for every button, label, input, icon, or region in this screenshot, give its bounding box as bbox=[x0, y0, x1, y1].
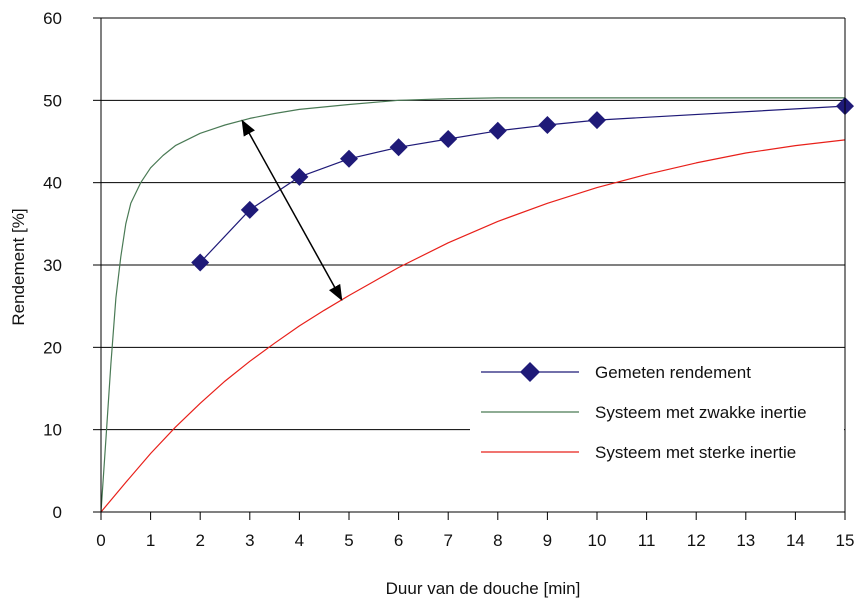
y-tick-label-40: 40 bbox=[43, 174, 62, 193]
data-point-diamond bbox=[588, 111, 606, 130]
y-tick-label-20: 20 bbox=[43, 338, 62, 357]
data-point-diamond bbox=[191, 253, 210, 272]
x-tick-label-7: 7 bbox=[443, 531, 452, 550]
data-point-diamond bbox=[240, 200, 259, 219]
data-point-diamond bbox=[389, 138, 408, 157]
legend-label-3: Systeem met sterke inertie bbox=[595, 443, 796, 462]
x-tick-label-3: 3 bbox=[245, 531, 254, 550]
data-point-diamond bbox=[439, 130, 458, 149]
annotation-arrow bbox=[241, 119, 343, 301]
data-point-diamond bbox=[538, 116, 557, 135]
legend: Gemeten rendement Systeem met zwakke iner… bbox=[470, 348, 844, 498]
data-point-diamond bbox=[290, 167, 309, 186]
x-tick-label-2: 2 bbox=[195, 531, 204, 550]
legend-label-1: Gemeten rendement bbox=[595, 363, 751, 382]
legend-label-2: Systeem met zwakke inertie bbox=[595, 403, 807, 422]
data-point-diamond bbox=[340, 149, 358, 168]
axes bbox=[93, 17, 846, 520]
x-tick-label-6: 6 bbox=[394, 531, 403, 550]
series-line-2 bbox=[100, 97, 845, 513]
y-tick-label-0: 0 bbox=[53, 503, 62, 522]
data-markers bbox=[191, 97, 854, 272]
x-axis-title: Duur van de douche [min] bbox=[386, 579, 581, 598]
x-tick-label-1: 1 bbox=[146, 531, 155, 550]
y-tick-label-10: 10 bbox=[43, 421, 62, 440]
series-line-1 bbox=[199, 105, 846, 263]
x-tick-label-15: 15 bbox=[836, 531, 855, 550]
x-tick-label-8: 8 bbox=[493, 531, 502, 550]
y-axis-title: Rendement [%] bbox=[9, 208, 28, 325]
x-tick-label-0: 0 bbox=[96, 531, 105, 550]
x-tick-label-14: 14 bbox=[786, 531, 805, 550]
x-tick-label-12: 12 bbox=[687, 531, 706, 550]
series-line-3 bbox=[100, 139, 846, 513]
x-tick-label-10: 10 bbox=[588, 531, 607, 550]
x-tick-label-5: 5 bbox=[344, 531, 353, 550]
legend-diamond-marker bbox=[520, 362, 540, 382]
x-tick-label-11: 11 bbox=[638, 531, 656, 550]
y-tick-label-60: 60 bbox=[43, 9, 62, 28]
double-arrow-1 bbox=[241, 119, 343, 301]
y-tick-label-30: 30 bbox=[43, 256, 62, 275]
x-tick-label-13: 13 bbox=[736, 531, 755, 550]
x-tick-label-9: 9 bbox=[543, 531, 552, 550]
data-point-diamond bbox=[488, 121, 507, 140]
x-tick-label-4: 4 bbox=[295, 531, 304, 550]
y-tick-label-50: 50 bbox=[43, 91, 62, 110]
